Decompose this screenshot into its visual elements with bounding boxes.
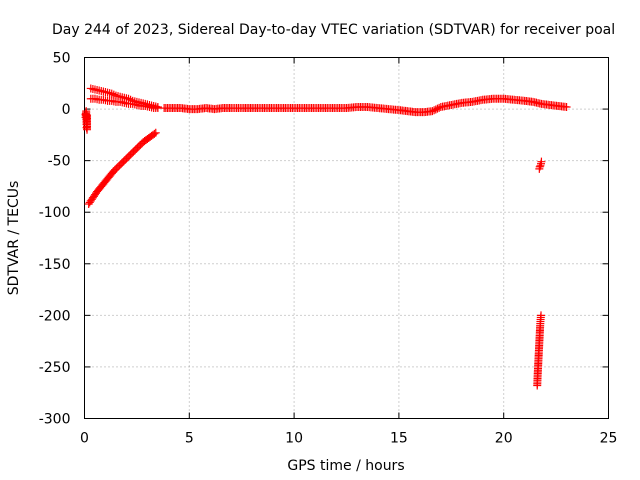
y-tick-label: -100	[39, 205, 71, 221]
y-tick-label: 50	[53, 51, 71, 67]
axis-ticks	[84, 57, 609, 419]
y-tick-label: -200	[39, 308, 71, 324]
point-late-spike	[537, 311, 546, 320]
point-early-isolated	[83, 111, 92, 120]
x-axis-label: GPS time / hours	[287, 458, 404, 474]
point-rising-arc	[150, 129, 159, 138]
x-tick-label: 15	[390, 431, 408, 447]
y-tick-label: -150	[39, 257, 71, 273]
y-tick-label: -300	[39, 412, 71, 428]
y-tick-label: -50	[48, 154, 71, 170]
point-main-track	[435, 103, 444, 112]
x-tick-label: 10	[285, 431, 303, 447]
grid	[84, 57, 609, 419]
y-axis-label: SDTVAR / TECUs	[6, 181, 22, 296]
plot-frame	[84, 57, 609, 419]
point-late-dip	[536, 161, 545, 170]
point-main-track	[430, 106, 439, 115]
point-late-dip	[537, 157, 546, 166]
x-tick-label: 5	[185, 431, 194, 447]
point-main-track	[562, 103, 571, 112]
y-tick-label: 0	[62, 102, 71, 118]
y-tick-label: -250	[39, 360, 71, 376]
point-main-track	[433, 104, 442, 113]
point-rising-arc	[151, 128, 160, 137]
point-main-track	[431, 105, 440, 114]
data-points	[81, 84, 571, 390]
chart-title: Day 244 of 2023, Sidereal Day-to-day VTE…	[52, 22, 615, 38]
x-tick-label: 25	[600, 431, 618, 447]
x-tick-label: 0	[80, 431, 89, 447]
tick-labels: 0 5 10 15 20 25 50 0 -50 -100 -150 -200 -250 -300	[39, 51, 618, 447]
point-main-track	[428, 107, 437, 116]
x-tick-label: 20	[495, 431, 513, 447]
